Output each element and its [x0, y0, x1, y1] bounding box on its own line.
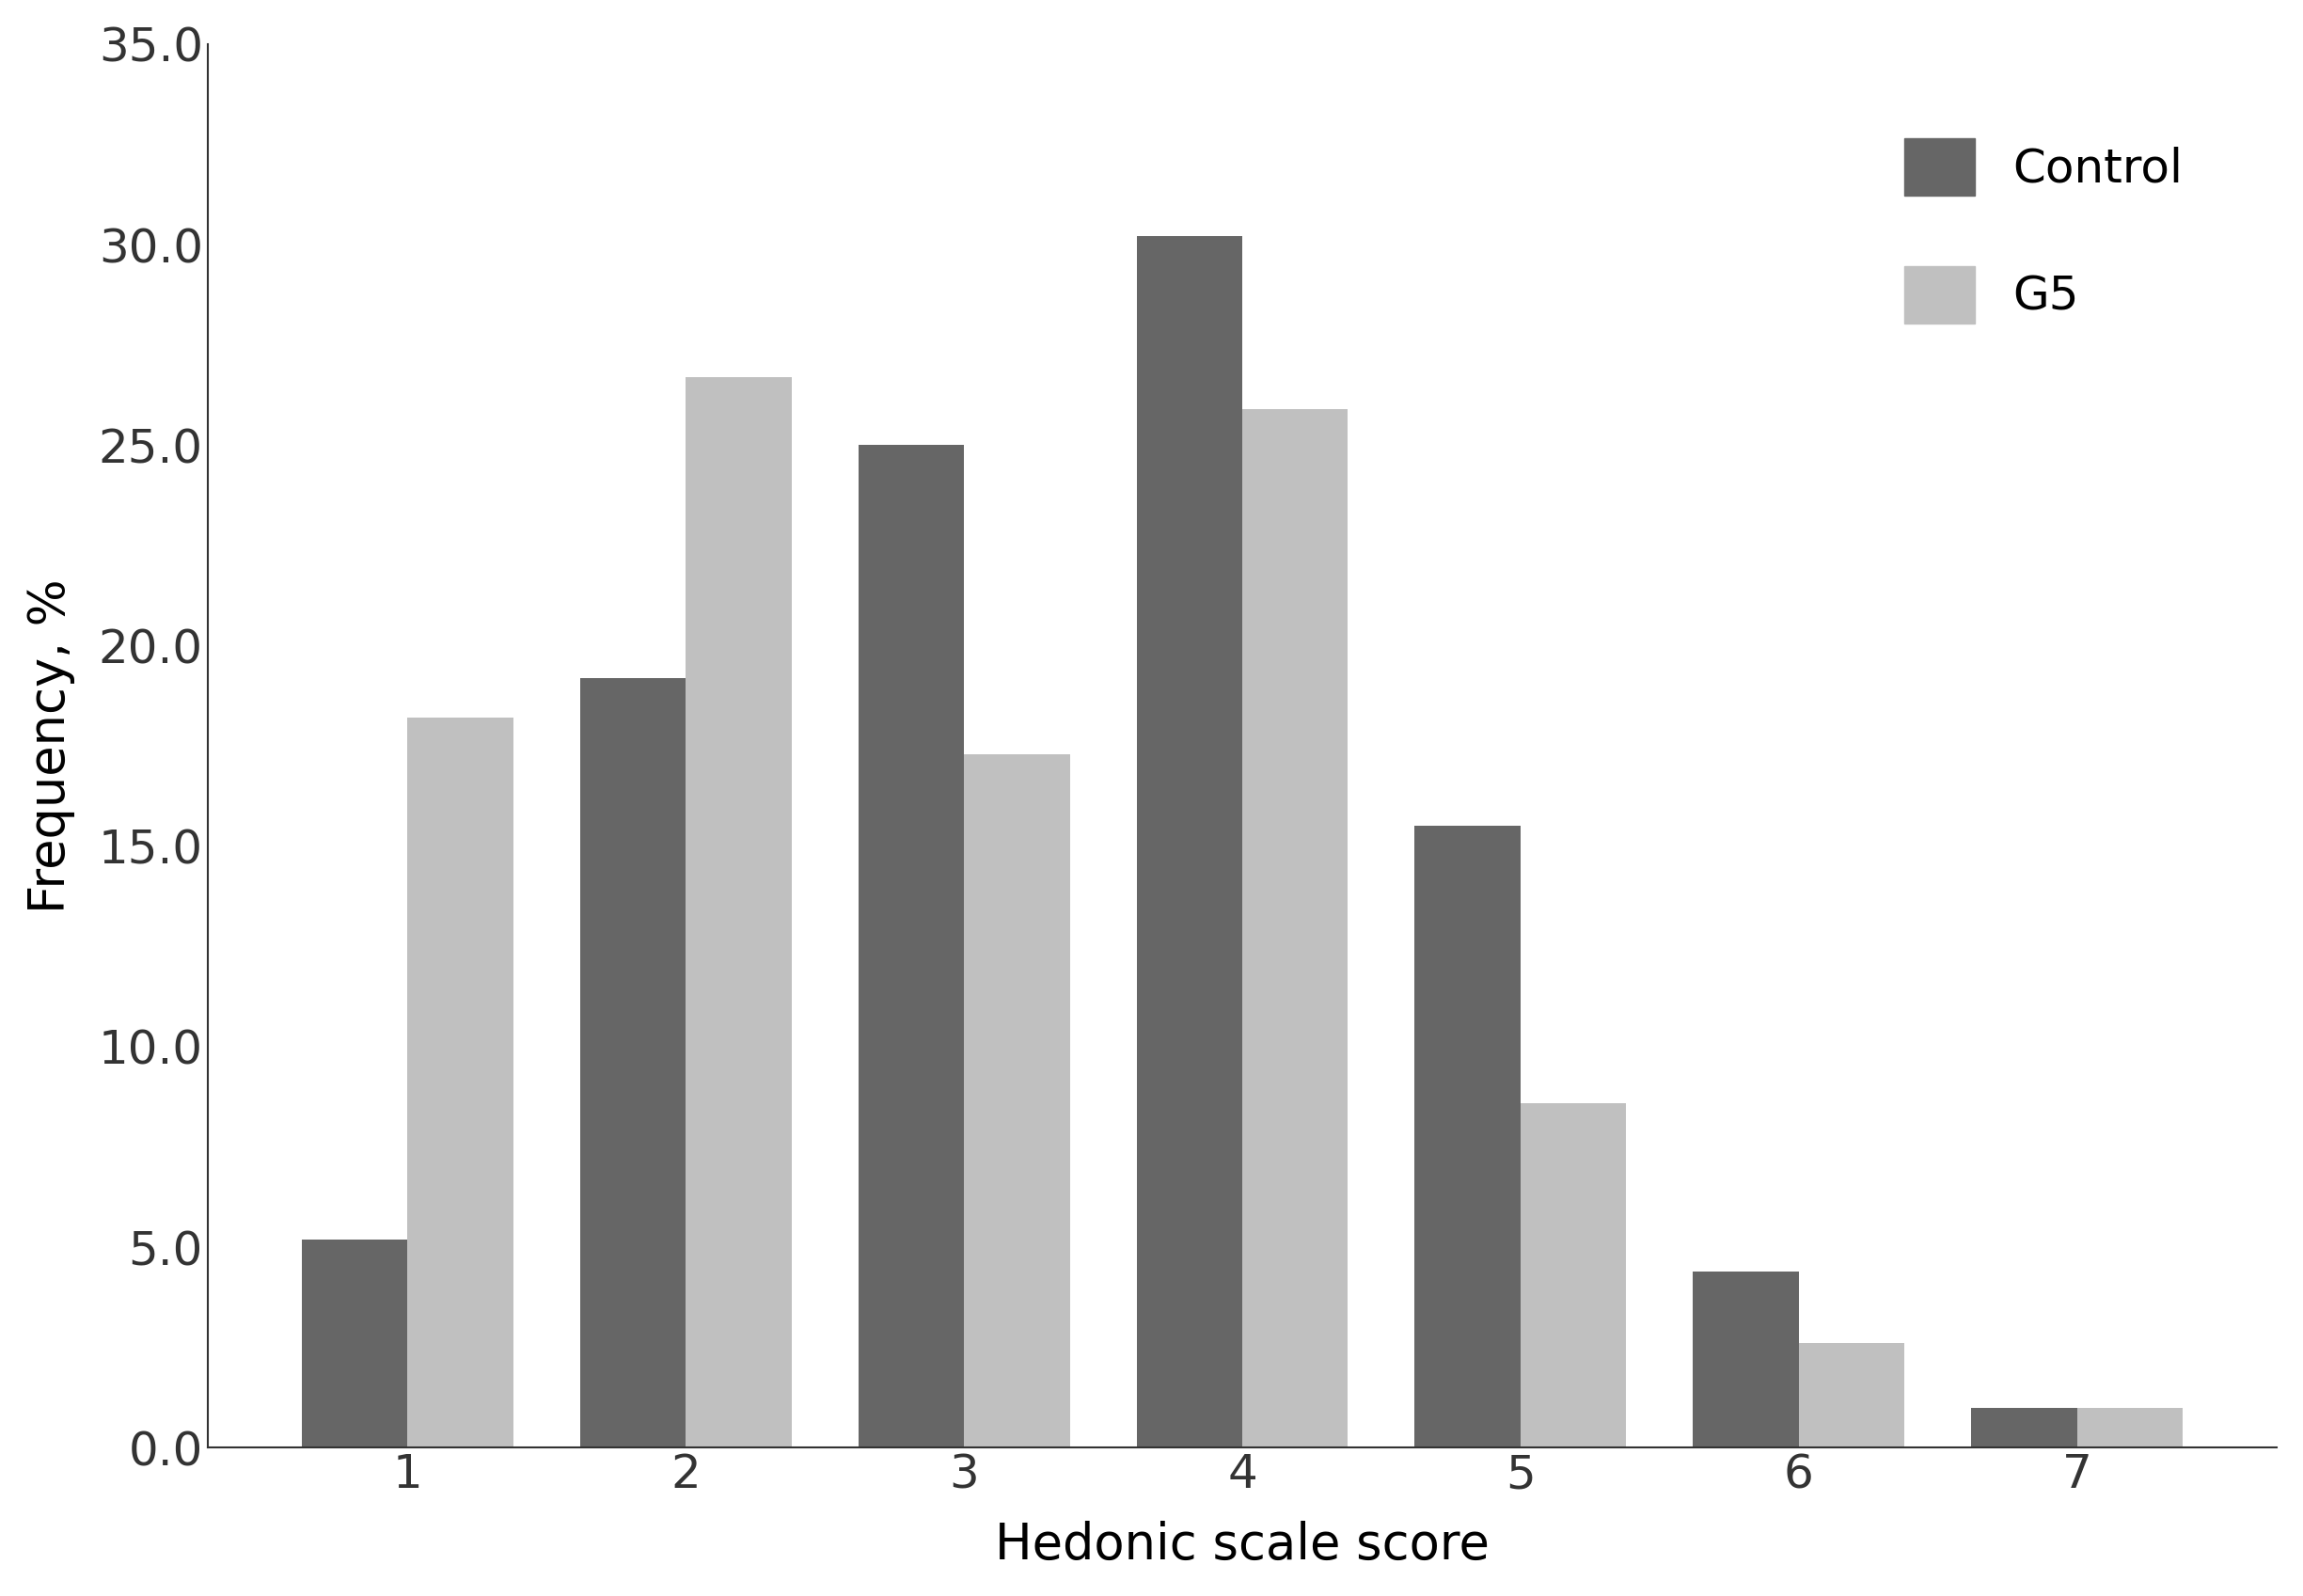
Bar — [1241, 409, 1347, 1448]
Bar — [1971, 1408, 2077, 1448]
Bar — [1414, 827, 1520, 1448]
Y-axis label: Frequency, %: Frequency, % — [25, 579, 76, 913]
Bar — [965, 753, 1069, 1448]
Bar — [1799, 1344, 1905, 1448]
Bar — [302, 1238, 408, 1448]
Bar — [408, 718, 514, 1448]
X-axis label: Hedonic scale score: Hedonic scale score — [995, 1521, 1490, 1570]
Bar — [686, 377, 792, 1448]
Bar — [859, 445, 965, 1448]
Bar — [1693, 1272, 1799, 1448]
Bar — [1520, 1103, 1626, 1448]
Bar — [1135, 236, 1241, 1448]
Bar — [580, 678, 686, 1448]
Legend: Control, G5: Control, G5 — [1833, 67, 2252, 394]
Bar — [2077, 1408, 2183, 1448]
